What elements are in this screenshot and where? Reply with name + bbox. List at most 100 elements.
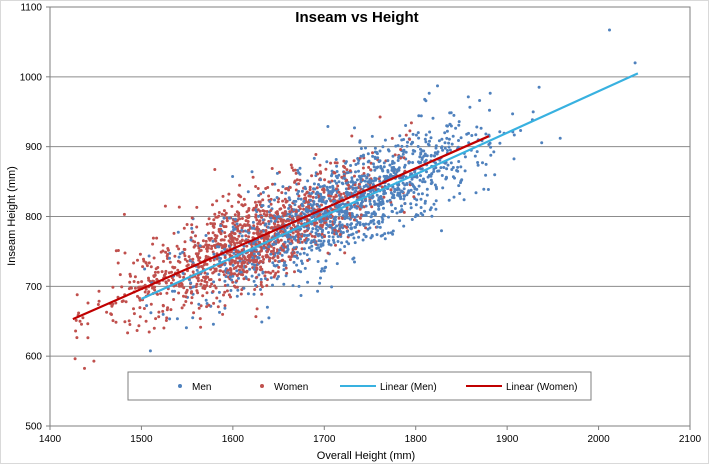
women-data-point bbox=[390, 136, 394, 140]
men-data-point bbox=[329, 215, 333, 218]
men-data-point bbox=[231, 175, 235, 178]
men-data-point bbox=[371, 154, 375, 158]
women-data-point bbox=[297, 205, 301, 209]
men-data-point bbox=[531, 110, 535, 114]
men-data-point bbox=[375, 166, 379, 170]
women-data-point bbox=[244, 234, 248, 238]
men-data-point bbox=[370, 134, 374, 138]
women-data-point bbox=[116, 261, 120, 265]
women-data-point bbox=[273, 216, 276, 220]
women-data-point bbox=[267, 234, 271, 238]
men-data-point bbox=[217, 245, 221, 249]
women-data-point bbox=[339, 192, 343, 196]
men-data-point bbox=[354, 163, 358, 166]
men-data-point bbox=[401, 152, 405, 156]
women-data-point bbox=[306, 259, 310, 262]
women-data-point bbox=[254, 185, 258, 188]
men-data-point bbox=[429, 174, 433, 178]
women-data-point bbox=[75, 336, 79, 340]
women-data-point bbox=[190, 223, 194, 227]
women-data-point bbox=[167, 278, 171, 282]
women-data-point bbox=[256, 222, 260, 226]
women-data-point bbox=[138, 252, 142, 256]
women-data-point bbox=[399, 148, 403, 151]
men-data-point bbox=[343, 217, 347, 221]
women-data-point bbox=[246, 223, 250, 227]
women-data-point bbox=[245, 244, 249, 248]
women-data-point bbox=[96, 303, 100, 306]
men-data-point bbox=[369, 189, 373, 193]
men-data-point bbox=[416, 131, 420, 135]
women-data-point bbox=[231, 221, 235, 225]
women-data-point bbox=[341, 217, 344, 220]
men-data-point bbox=[470, 134, 474, 137]
women-data-point bbox=[352, 218, 356, 222]
women-data-point bbox=[380, 185, 384, 189]
women-data-point bbox=[196, 279, 200, 283]
men-data-point bbox=[414, 203, 418, 207]
men-data-point bbox=[181, 250, 185, 254]
women-data-point bbox=[177, 291, 181, 295]
men-data-point bbox=[252, 252, 256, 256]
men-data-point bbox=[305, 234, 309, 237]
men-data-point bbox=[423, 97, 427, 101]
women-data-point bbox=[324, 167, 328, 171]
women-data-point bbox=[285, 271, 289, 275]
women-data-point bbox=[215, 296, 219, 300]
men-data-point bbox=[436, 84, 439, 88]
women-data-point bbox=[132, 312, 136, 316]
women-data-point bbox=[257, 261, 261, 265]
men-data-point bbox=[373, 203, 377, 206]
men-data-point bbox=[335, 181, 338, 185]
men-data-point bbox=[333, 226, 337, 230]
women-data-point bbox=[152, 274, 156, 278]
women-data-point bbox=[277, 265, 281, 269]
men-data-point bbox=[410, 177, 414, 181]
men-data-point bbox=[425, 187, 429, 191]
women-data-point bbox=[252, 206, 256, 210]
women-data-point bbox=[249, 252, 253, 256]
men-data-point bbox=[434, 185, 438, 189]
men-data-point bbox=[314, 196, 318, 199]
men-data-point bbox=[263, 223, 267, 227]
women-data-point bbox=[270, 226, 274, 229]
men-data-point bbox=[396, 159, 400, 162]
men-data-point bbox=[364, 146, 367, 150]
men-data-point bbox=[274, 239, 278, 243]
women-data-point bbox=[241, 268, 245, 272]
women-data-point bbox=[155, 236, 159, 240]
men-data-point bbox=[408, 160, 411, 164]
men-data-point bbox=[370, 234, 374, 237]
men-data-point bbox=[394, 172, 398, 176]
men-data-point bbox=[377, 160, 381, 164]
men-data-point bbox=[430, 172, 434, 176]
men-data-point bbox=[332, 238, 335, 242]
women-data-point bbox=[289, 226, 293, 230]
men-data-point bbox=[289, 242, 293, 246]
women-data-point bbox=[332, 195, 336, 199]
men-data-point bbox=[418, 161, 421, 165]
women-data-point bbox=[161, 243, 165, 247]
x-tick-label: 1700 bbox=[313, 434, 336, 445]
women-data-point bbox=[235, 241, 239, 245]
women-data-point bbox=[166, 306, 170, 310]
women-data-point bbox=[336, 184, 340, 188]
men-data-point bbox=[327, 235, 331, 238]
women-data-point bbox=[223, 256, 227, 259]
men-data-point bbox=[414, 133, 418, 137]
men-data-point bbox=[402, 187, 406, 191]
men-data-point bbox=[329, 243, 333, 247]
men-data-point bbox=[231, 225, 235, 229]
women-data-point bbox=[296, 215, 300, 219]
women-data-point bbox=[261, 260, 265, 264]
women-data-point bbox=[215, 199, 219, 203]
women-data-point bbox=[145, 264, 149, 268]
women-data-point bbox=[172, 298, 176, 301]
men-data-point bbox=[252, 292, 256, 296]
men-data-point bbox=[321, 200, 325, 204]
women-data-point bbox=[198, 317, 202, 321]
men-data-point bbox=[313, 187, 317, 191]
women-data-point bbox=[260, 292, 264, 296]
women-data-point bbox=[273, 259, 277, 263]
men-data-point bbox=[288, 212, 292, 216]
